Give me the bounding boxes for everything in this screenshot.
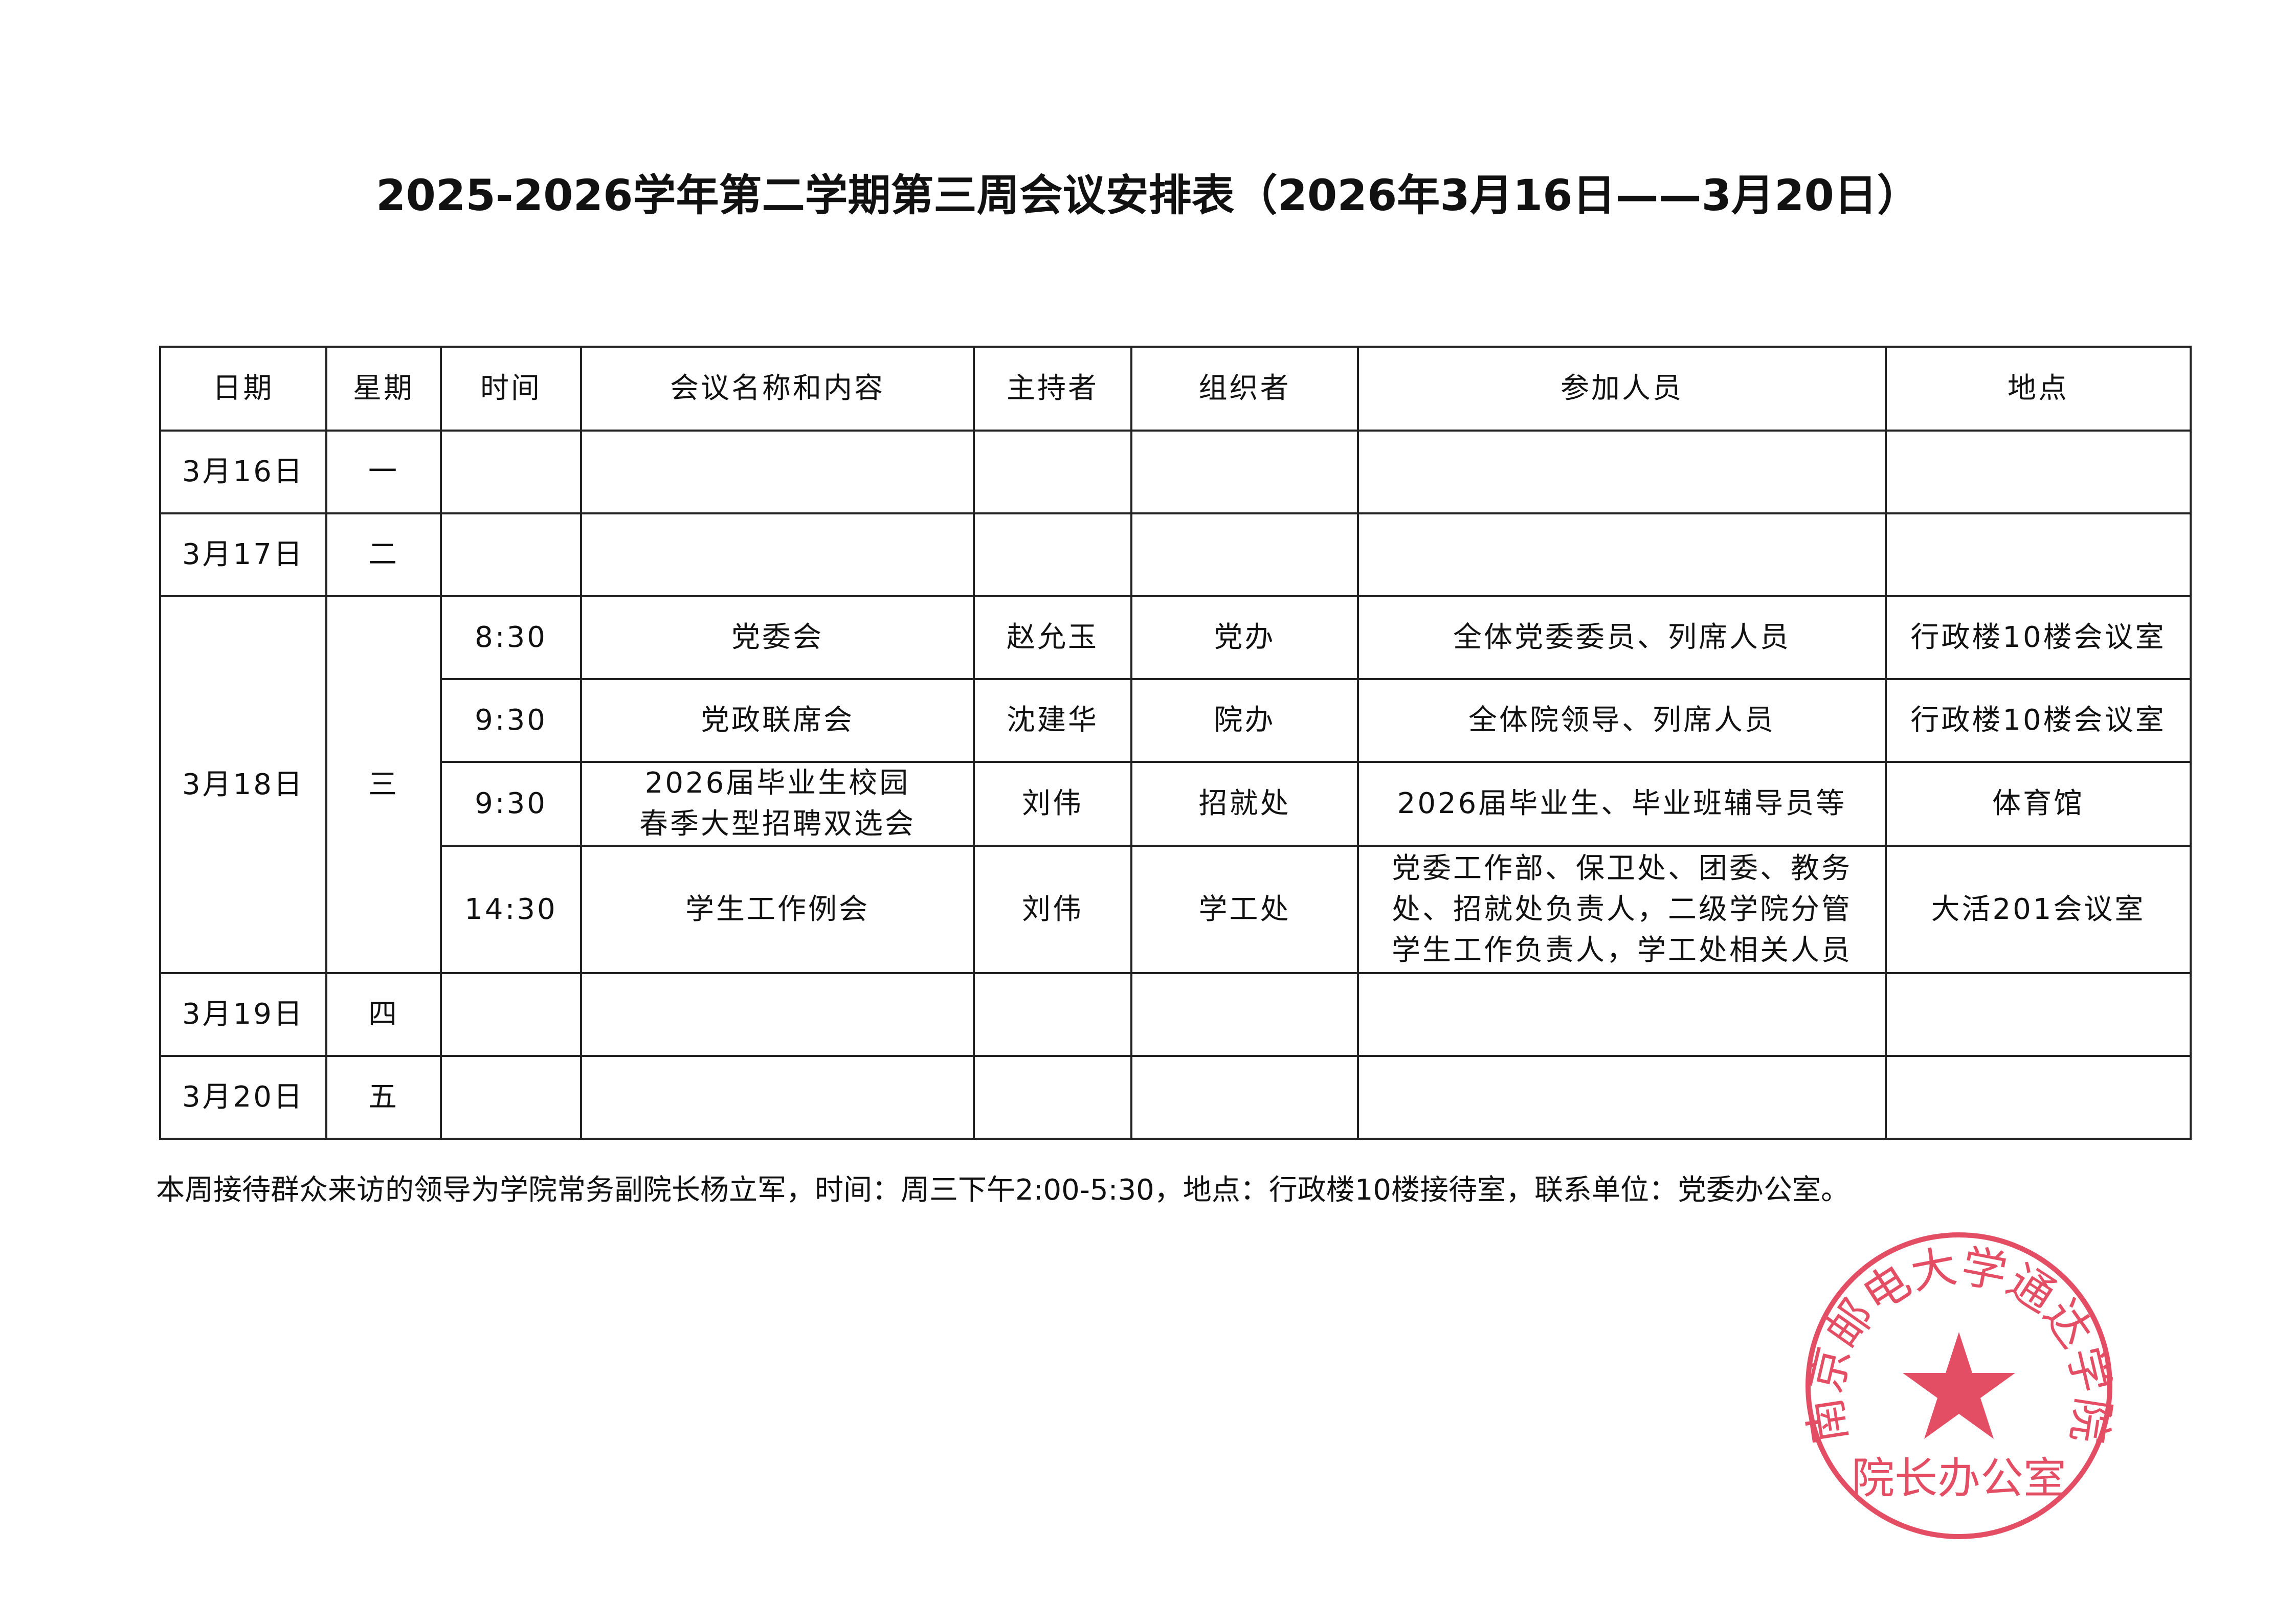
- empty-cell: [1885, 972, 2192, 1057]
- header-row: 日期 星期 时间 会议名称和内容 主持者 组织者 参加人员 地点: [159, 346, 2192, 432]
- table-row: 3月17日 二: [159, 512, 2192, 597]
- date-cell: 3月17日: [159, 512, 327, 597]
- organizer-cell: 学工处: [1130, 845, 1359, 974]
- date-cell: 3月16日: [159, 430, 327, 514]
- empty-cell: [1357, 972, 1887, 1057]
- date-cell: 3月18日: [159, 595, 327, 974]
- official-seal: 南京邮电大学通达学院 院长办公室: [1800, 1232, 2117, 1539]
- organizer-cell: 院办: [1130, 678, 1359, 763]
- empty-cell: [1885, 1055, 2192, 1140]
- organizer-cell: 招就处: [1130, 761, 1359, 847]
- attendees-cell: 全体院领导、列席人员: [1357, 678, 1887, 763]
- table-row: 9:30 党政联席会 沈建华 院办 全体院领导、列席人员 行政楼10楼会议室: [160, 678, 2192, 763]
- attendees-line: 学生工作负责人，学工处相关人员: [1392, 933, 1852, 967]
- time-cell: 9:30: [440, 678, 582, 763]
- empty-cell: [440, 512, 582, 597]
- attendees-cell: 2026届毕业生、毕业班辅导员等: [1357, 761, 1887, 847]
- weekday-cell: 三: [325, 595, 442, 974]
- star-icon: [1903, 1332, 2015, 1439]
- empty-cell: [440, 1055, 582, 1140]
- location-cell: 行政楼10楼会议室: [1885, 678, 2192, 763]
- host-cell: 沈建华: [973, 678, 1132, 763]
- meeting-name-cell: 党政联席会: [580, 678, 975, 763]
- host-cell: 刘伟: [973, 845, 1132, 974]
- header-host: 主持者: [973, 346, 1132, 432]
- table-row: 14:30 学生工作例会 刘伟 学工处 党委工作部、保卫处、团委、教务 处、招就处…: [160, 845, 2192, 974]
- weekday-cell: 二: [325, 512, 442, 597]
- empty-cell: [973, 512, 1132, 597]
- empty-cell: [580, 430, 975, 514]
- empty-cell: [973, 1055, 1132, 1140]
- meeting-schedule-table: 日期 星期 时间 会议名称和内容 主持者 组织者 参加人员 地点 3月16日 一…: [159, 346, 2192, 1140]
- header-attendees: 参加人员: [1357, 346, 1887, 432]
- weekday-cell: 四: [325, 972, 442, 1057]
- header-time: 时间: [440, 346, 582, 432]
- table-row: 3月19日 四: [159, 972, 2192, 1057]
- table-row: 3月16日 一: [159, 430, 2192, 514]
- empty-cell: [973, 430, 1132, 514]
- host-cell: 刘伟: [973, 761, 1132, 847]
- date-cell: 3月20日: [159, 1055, 327, 1140]
- weekday-cell: 五: [325, 1055, 442, 1140]
- attendees-line: 党委工作部、保卫处、团委、教务: [1392, 851, 1852, 885]
- time-cell: 9:30: [440, 761, 582, 847]
- location-cell: 行政楼10楼会议室: [1885, 595, 2192, 680]
- header-meeting-name: 会议名称和内容: [580, 346, 975, 432]
- empty-cell: [580, 512, 975, 597]
- date-cell: 3月19日: [159, 972, 327, 1057]
- page-title: 2025-2026学年第二学期第三周会议安排表（2026年3月16日——3月20…: [376, 170, 1920, 220]
- location-cell: 体育馆: [1885, 761, 2192, 847]
- header-location: 地点: [1885, 346, 2192, 432]
- empty-cell: [1885, 512, 2192, 597]
- header-weekday: 星期: [325, 346, 442, 432]
- attendees-cell: 全体党委委员、列席人员: [1357, 595, 1887, 680]
- meeting-name-line: 2026届毕业生校园: [644, 767, 910, 800]
- weekday-cell: 一: [325, 430, 442, 514]
- seal-ring: [1805, 1232, 2112, 1539]
- header-date: 日期: [159, 346, 327, 432]
- empty-cell: [440, 430, 582, 514]
- meeting-name-line: 春季大型招聘双选会: [639, 807, 916, 841]
- empty-cell: [1130, 512, 1359, 597]
- table-row: 3月18日 三 8:30 党委会 赵允玉 党办 全体党委委员、列席人员 行政楼1…: [159, 595, 2192, 974]
- table-row: 3月20日 五: [159, 1055, 2192, 1140]
- meeting-name-cell: 学生工作例会: [580, 845, 975, 974]
- empty-cell: [1885, 430, 2192, 514]
- empty-cell: [1357, 1055, 1887, 1140]
- empty-cell: [1357, 512, 1887, 597]
- meeting-name-cell: 2026届毕业生校园 春季大型招聘双选会: [580, 761, 975, 847]
- meeting-name-cell: 党委会: [580, 595, 975, 680]
- host-cell: 赵允玉: [973, 595, 1132, 680]
- time-cell: 14:30: [440, 845, 582, 974]
- empty-cell: [1357, 430, 1887, 514]
- seal-inner-text: 院长办公室: [1852, 1453, 2066, 1503]
- reception-note: 本周接待群众来访的领导为学院常务副院长杨立军，时间：周三下午2:00-5:30，…: [156, 1174, 1849, 1207]
- empty-cell: [973, 972, 1132, 1057]
- empty-cell: [1130, 430, 1359, 514]
- empty-cell: [440, 972, 582, 1057]
- empty-cell: [580, 1055, 975, 1140]
- organizer-cell: 党办: [1130, 595, 1359, 680]
- empty-cell: [580, 972, 975, 1057]
- location-cell: 大活201会议室: [1885, 845, 2192, 974]
- attendees-cell: 党委工作部、保卫处、团委、教务 处、招就处负责人，二级学院分管 学生工作负责人，学工…: [1357, 845, 1887, 974]
- empty-cell: [1130, 1055, 1359, 1140]
- time-cell: 8:30: [440, 595, 582, 680]
- attendees-line: 处、招就处负责人，二级学院分管: [1392, 892, 1852, 926]
- empty-cell: [1130, 972, 1359, 1057]
- header-organizer: 组织者: [1130, 346, 1359, 432]
- table-row: 9:30 2026届毕业生校园 春季大型招聘双选会 刘伟 招就处 2026届毕业生…: [160, 761, 2192, 847]
